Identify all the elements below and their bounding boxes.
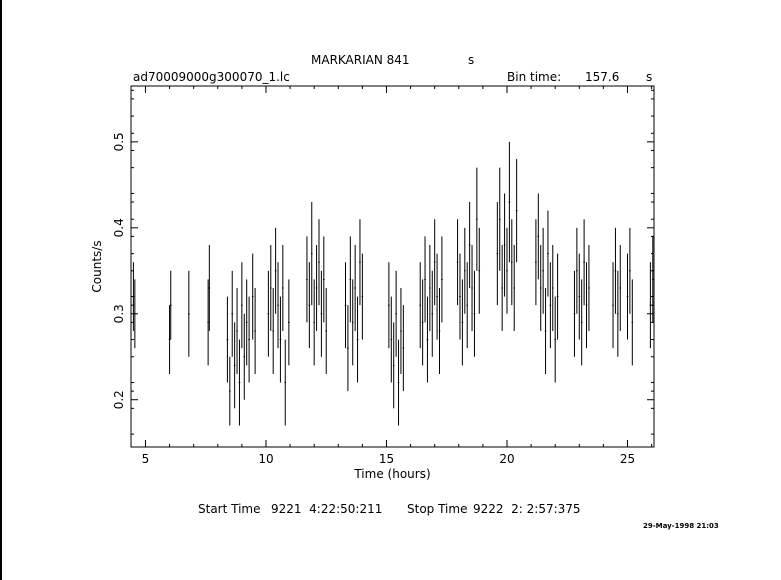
plot-frame <box>130 85 655 448</box>
x-tick-label: 5 <box>142 452 150 466</box>
title-unit: s <box>468 53 475 67</box>
stop-time-label: Stop Time <box>407 502 468 516</box>
stop-time-value: 9222 2: 2:57:375 <box>473 502 581 516</box>
x-tick-label: 15 <box>379 452 394 466</box>
y-tick-label: 0.3 <box>112 304 126 323</box>
x-tick-label: 20 <box>499 452 514 466</box>
y-axis-label: Counts/s <box>90 240 104 292</box>
bin-time-label: Bin time: <box>507 70 562 84</box>
y-tick-label: 0.2 <box>112 390 126 409</box>
x-axis-label: Time (hours) <box>353 467 430 481</box>
chart-title: MARKARIAN 841 <box>311 53 410 67</box>
start-time-value: 9221 4:22:50:211 <box>271 502 383 516</box>
y-tick-label: 0.5 <box>112 132 126 151</box>
bin-time-value: 157.6 <box>585 70 620 84</box>
x-tick-label: 25 <box>620 452 635 466</box>
x-tick-label: 10 <box>258 452 273 466</box>
file-name: ad70009000g300070_1.lc <box>133 70 290 84</box>
bin-time-unit: s <box>646 70 653 84</box>
start-time-label: Start Time <box>198 502 261 516</box>
date-stamp: 29-May-1998 21:03 <box>643 522 719 530</box>
y-tick-label: 0.4 <box>112 218 126 237</box>
